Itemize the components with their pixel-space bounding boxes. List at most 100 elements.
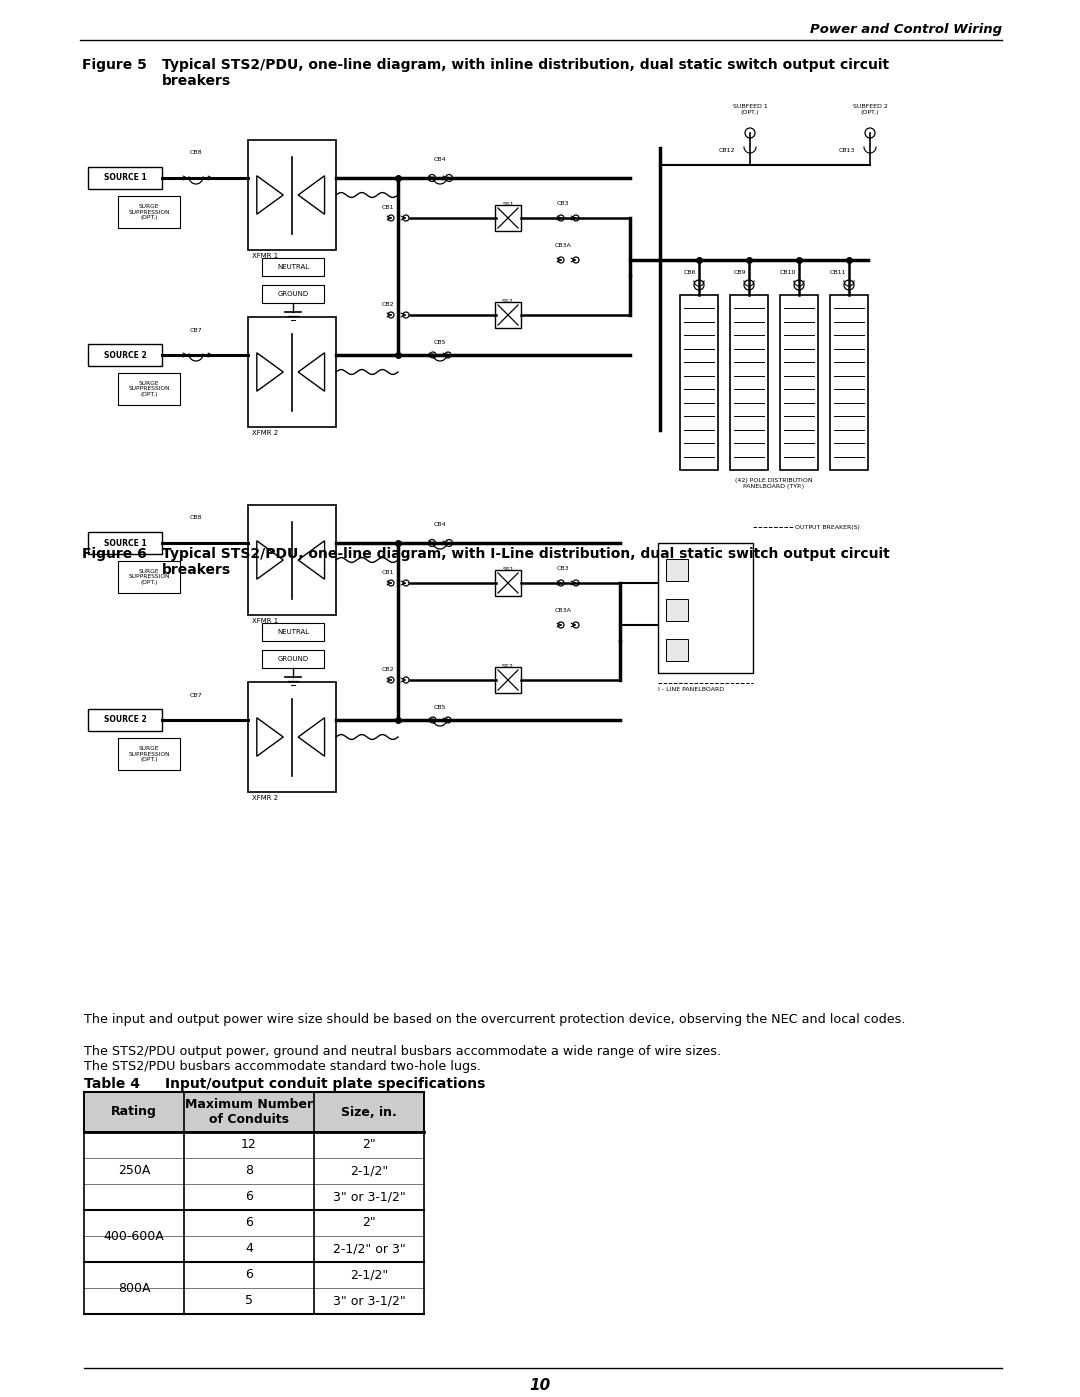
- Bar: [248, 682, 336, 792]
- Text: CB9: CB9: [733, 270, 746, 274]
- Bar: [262, 650, 324, 668]
- Text: 3" or 3-1/2": 3" or 3-1/2": [333, 1190, 405, 1203]
- Text: Table 4: Table 4: [84, 1077, 140, 1091]
- Text: CB1: CB1: [381, 205, 394, 210]
- Text: CB8: CB8: [190, 515, 202, 520]
- Text: 2-1/2": 2-1/2": [350, 1268, 388, 1281]
- Text: 400-600A: 400-600A: [104, 1229, 164, 1242]
- Text: XFMR 1: XFMR 1: [252, 617, 279, 624]
- Text: CB12: CB12: [718, 148, 735, 152]
- Text: CB1: CB1: [381, 570, 394, 576]
- Bar: [84, 1092, 424, 1132]
- Text: CB6: CB6: [684, 270, 696, 274]
- Text: GROUND: GROUND: [278, 657, 309, 662]
- Text: SURGE
SUPPRESSION
(OPT.): SURGE SUPPRESSION (OPT.): [129, 569, 170, 585]
- Text: The input and output power wire size should be based on the overcurrent protecti: The input and output power wire size sho…: [84, 1013, 905, 1025]
- Text: CB2: CB2: [381, 666, 394, 672]
- Bar: [680, 295, 718, 469]
- Text: SS2: SS2: [502, 664, 514, 669]
- Bar: [658, 543, 753, 673]
- Text: breakers: breakers: [162, 74, 231, 88]
- Bar: [730, 295, 768, 469]
- Bar: [831, 295, 868, 469]
- Text: Maximum Number
of Conduits: Maximum Number of Conduits: [185, 1098, 313, 1126]
- Text: 6: 6: [245, 1268, 253, 1281]
- Bar: [118, 562, 180, 592]
- Text: Size, in.: Size, in.: [341, 1105, 396, 1119]
- Bar: [87, 532, 162, 555]
- Text: CB13: CB13: [838, 148, 855, 152]
- Text: 6: 6: [245, 1217, 253, 1229]
- Bar: [87, 168, 162, 189]
- Bar: [262, 285, 324, 303]
- Bar: [248, 317, 336, 427]
- Text: 8: 8: [245, 1165, 253, 1178]
- Text: 800A: 800A: [118, 1281, 150, 1295]
- Text: CB4: CB4: [434, 522, 446, 527]
- Text: CB7: CB7: [190, 328, 202, 332]
- Text: 10: 10: [529, 1377, 551, 1393]
- Bar: [495, 302, 521, 328]
- Text: XFMR 2: XFMR 2: [252, 430, 279, 436]
- Text: CB3: CB3: [556, 201, 569, 205]
- Text: 12: 12: [241, 1139, 257, 1151]
- Text: CB3A: CB3A: [554, 243, 571, 249]
- Bar: [118, 738, 180, 770]
- Bar: [495, 666, 521, 693]
- Text: 2-1/2" or 3": 2-1/2" or 3": [333, 1242, 405, 1256]
- Text: 4: 4: [245, 1242, 253, 1256]
- Bar: [262, 623, 324, 641]
- Text: SS1: SS1: [502, 203, 514, 207]
- Text: XFMR 2: XFMR 2: [252, 795, 279, 800]
- Text: SOURCE 2: SOURCE 2: [104, 715, 147, 725]
- Bar: [248, 504, 336, 615]
- Text: CB5: CB5: [434, 705, 446, 710]
- Bar: [495, 205, 521, 231]
- Text: The STS2/PDU output power, ground and neutral busbars accommodate a wide range o: The STS2/PDU output power, ground and ne…: [84, 1045, 721, 1058]
- Text: (42) POLE DISTRIBUTION
PANELBOARD (TYP.): (42) POLE DISTRIBUTION PANELBOARD (TYP.): [735, 478, 813, 489]
- Bar: [495, 570, 521, 597]
- Text: Rating: Rating: [111, 1105, 157, 1119]
- Text: 2-1/2": 2-1/2": [350, 1165, 388, 1178]
- Text: CB2: CB2: [381, 302, 394, 307]
- Text: XFMR 1: XFMR 1: [252, 253, 279, 258]
- Text: Figure 6: Figure 6: [82, 548, 147, 562]
- Text: CB4: CB4: [434, 156, 446, 162]
- Text: 3" or 3-1/2": 3" or 3-1/2": [333, 1295, 405, 1308]
- Text: Input/output conduit plate specifications: Input/output conduit plate specification…: [165, 1077, 485, 1091]
- Text: SOURCE 1: SOURCE 1: [104, 538, 147, 548]
- Text: OUTPUT BREAKER(S): OUTPUT BREAKER(S): [795, 524, 860, 529]
- Text: The STS2/PDU busbars accommodate standard two-hole lugs.: The STS2/PDU busbars accommodate standar…: [84, 1060, 481, 1073]
- Text: SOURCE 1: SOURCE 1: [104, 173, 147, 183]
- Bar: [666, 638, 688, 661]
- Bar: [780, 295, 818, 469]
- Text: CB7: CB7: [190, 693, 202, 698]
- Text: SURGE
SUPPRESSION
(OPT.): SURGE SUPPRESSION (OPT.): [129, 381, 170, 397]
- Bar: [666, 599, 688, 622]
- Bar: [118, 373, 180, 405]
- Bar: [87, 344, 162, 366]
- Text: I - LINE PANELBOARD: I - LINE PANELBOARD: [658, 687, 724, 692]
- Text: 2": 2": [362, 1139, 376, 1151]
- Text: CB3: CB3: [556, 566, 569, 571]
- Text: CB11: CB11: [829, 270, 846, 274]
- Text: SS2: SS2: [502, 299, 514, 305]
- Text: SOURCE 2: SOURCE 2: [104, 351, 147, 359]
- Text: NEUTRAL: NEUTRAL: [276, 264, 309, 270]
- Text: 2": 2": [362, 1217, 376, 1229]
- Text: CB8: CB8: [190, 149, 202, 155]
- Text: Figure 5: Figure 5: [82, 59, 147, 73]
- Text: CB10: CB10: [780, 270, 796, 274]
- Text: SURGE
SUPPRESSION
(OPT.): SURGE SUPPRESSION (OPT.): [129, 746, 170, 763]
- Bar: [248, 140, 336, 250]
- Text: SS1: SS1: [502, 567, 514, 571]
- Text: breakers: breakers: [162, 563, 231, 577]
- Bar: [118, 196, 180, 228]
- Bar: [87, 710, 162, 731]
- Text: NEUTRAL: NEUTRAL: [276, 629, 309, 636]
- Text: Typical STS2/PDU, one-line diagram, with inline distribution, dual static switch: Typical STS2/PDU, one-line diagram, with…: [162, 59, 889, 73]
- Bar: [262, 258, 324, 277]
- Bar: [666, 559, 688, 581]
- Text: SUBFEED 1
(OPT.): SUBFEED 1 (OPT.): [732, 105, 768, 115]
- Text: Power and Control Wiring: Power and Control Wiring: [810, 24, 1002, 36]
